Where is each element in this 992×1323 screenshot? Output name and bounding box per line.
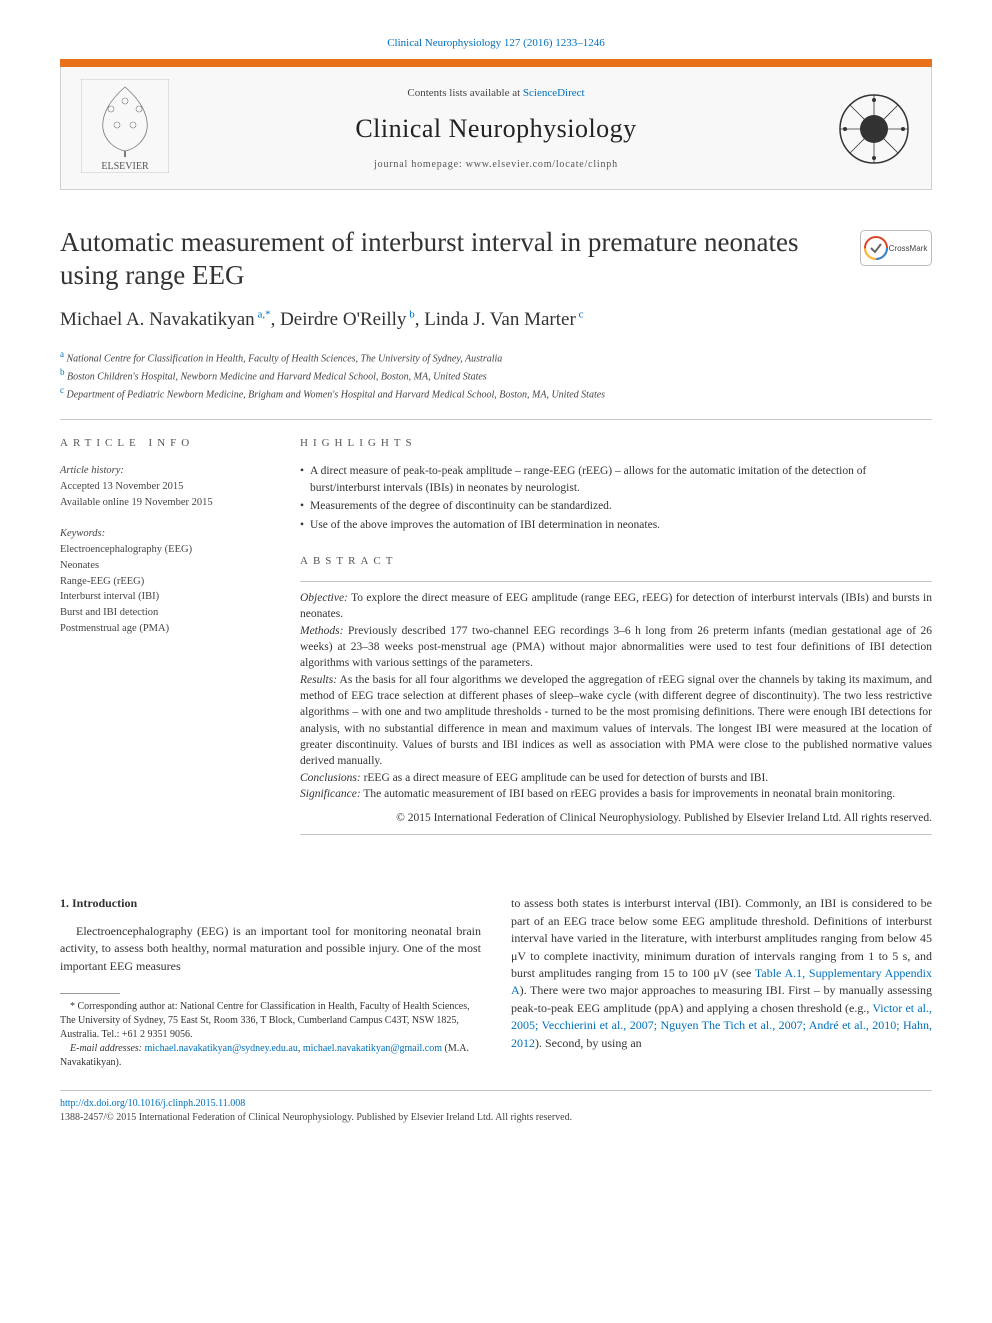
- affiliation-b: b Boston Children's Hospital, Newborn Me…: [60, 366, 932, 384]
- highlights-list: A direct measure of peak-to-peak amplitu…: [300, 463, 932, 534]
- abstract-results: Results: As the basis for all four algor…: [300, 672, 932, 770]
- abstract-heading: ABSTRACT: [300, 554, 932, 569]
- abstract-significance: Significance: The automatic measurement …: [300, 786, 932, 802]
- abstract-conclusions: Conclusions: rEEG as a direct measure of…: [300, 770, 932, 786]
- sciencedirect-link[interactable]: ScienceDirect: [523, 87, 585, 99]
- homepage-url: www.elsevier.com/locate/clinph: [466, 159, 618, 170]
- corr-marker: *: [70, 1001, 75, 1012]
- journal-reference: Clinical Neurophysiology 127 (2016) 1233…: [60, 36, 932, 51]
- keywords-label: Keywords:: [60, 526, 260, 542]
- intro-p1-cont: to assess both states is interburst inte…: [511, 895, 932, 1052]
- divider-top: [60, 419, 932, 420]
- body-col-right: to assess both states is interburst inte…: [511, 895, 932, 1070]
- info-abstract-row: ARTICLE INFO Article history: Accepted 1…: [60, 436, 932, 836]
- abstract-objective: Objective: To explore the direct measure…: [300, 590, 932, 623]
- corresponding-author-note: * Corresponding author at: National Cent…: [60, 1000, 481, 1042]
- crossmark-icon: CrossMark: [860, 230, 932, 266]
- abstract-copyright: © 2015 International Federation of Clini…: [300, 810, 932, 826]
- abstract-top-rule: [300, 581, 932, 582]
- email-line: E-mail addresses: michael.navakatikyan@s…: [60, 1042, 481, 1070]
- affiliation-c: c Department of Pediatric Newborn Medici…: [60, 384, 932, 402]
- article-info-col: ARTICLE INFO Article history: Accepted 1…: [60, 436, 260, 836]
- affiliations: a National Centre for Classification in …: [60, 348, 932, 403]
- elsevier-tree-icon: ELSEVIER: [81, 79, 169, 173]
- journal-title: Clinical Neurophysiology: [181, 111, 811, 147]
- article-title: Automatic measurement of interburst inte…: [60, 226, 844, 294]
- sciencedirect-header: ELSEVIER Contents lists available at Sci…: [60, 67, 932, 189]
- journal-homepage-line: journal homepage: www.elsevier.com/locat…: [181, 158, 811, 172]
- keyword-5: Postmenstrual age (PMA): [60, 621, 260, 637]
- affiliation-a: a National Centre for Classification in …: [60, 348, 932, 366]
- ifcn-logo-wrap: [811, 92, 911, 166]
- journal-ref-link[interactable]: Clinical Neurophysiology 127 (2016) 1233…: [387, 37, 605, 49]
- contents-available-line: Contents lists available at ScienceDirec…: [181, 86, 811, 101]
- keyword-1: Neonates: [60, 558, 260, 574]
- highlight-0: A direct measure of peak-to-peak amplitu…: [300, 463, 932, 496]
- page-footer: http://dx.doi.org/10.1016/j.clinph.2015.…: [60, 1097, 932, 1125]
- svg-text:CrossMark: CrossMark: [889, 244, 929, 253]
- email-1-link[interactable]: michael.navakatikyan@sydney.edu.au: [145, 1043, 298, 1054]
- accepted-date: Accepted 13 November 2015: [60, 479, 260, 495]
- abstract-body: Objective: To explore the direct measure…: [300, 590, 932, 802]
- body-columns: 1. Introduction Electroencephalography (…: [60, 895, 932, 1070]
- article-header: Automatic measurement of interburst inte…: [60, 226, 932, 403]
- footnotes: * Corresponding author at: National Cent…: [60, 1000, 481, 1070]
- history-label: Article history:: [60, 463, 260, 479]
- keyword-3: Interburst interval (IBI): [60, 589, 260, 605]
- abstract-methods: Methods: Previously described 177 two-ch…: [300, 623, 932, 672]
- highlights-heading: HIGHLIGHTS: [300, 436, 932, 451]
- crossmark-badge[interactable]: CrossMark: [860, 230, 932, 271]
- authors-line: Michael A. Navakatikyan a,*, Deirdre O'R…: [60, 307, 932, 334]
- header-center: Contents lists available at ScienceDirec…: [181, 86, 811, 172]
- keyword-2: Range-EEG (rEEG): [60, 574, 260, 590]
- abstract-block: ABSTRACT Objective: To explore the direc…: [300, 554, 932, 836]
- highlight-1: Measurements of the degree of discontinu…: [300, 498, 932, 515]
- footer-rule: [60, 1090, 932, 1091]
- article-info-heading: ARTICLE INFO: [60, 436, 260, 451]
- email-2-link[interactable]: michael.navakatikyan@gmail.com: [303, 1043, 442, 1054]
- doi-link[interactable]: http://dx.doi.org/10.1016/j.clinph.2015.…: [60, 1098, 245, 1109]
- online-date: Available online 19 November 2015: [60, 495, 260, 511]
- abstract-bottom-rule: [300, 834, 932, 835]
- introduction-heading: 1. Introduction: [60, 895, 481, 912]
- keyword-4: Burst and IBI detection: [60, 605, 260, 621]
- contents-prefix: Contents lists available at: [407, 87, 522, 99]
- page: Clinical Neurophysiology 127 (2016) 1233…: [0, 0, 992, 1145]
- keyword-0: Electroencephalography (EEG): [60, 542, 260, 558]
- article-history: Article history: Accepted 13 November 20…: [60, 463, 260, 510]
- svg-text:ELSEVIER: ELSEVIER: [101, 161, 149, 172]
- email-label: E-mail addresses:: [70, 1043, 142, 1054]
- highlights-abstract-col: HIGHLIGHTS A direct measure of peak-to-p…: [300, 436, 932, 836]
- issn-copyright: 1388-2457/© 2015 International Federatio…: [60, 1112, 572, 1123]
- header-orange-rule: [60, 59, 932, 67]
- body-col-left: 1. Introduction Electroencephalography (…: [60, 895, 481, 1070]
- ifcn-logo-icon: [837, 92, 911, 166]
- intro-p1: Electroencephalography (EEG) is an impor…: [60, 923, 481, 975]
- homepage-prefix: journal homepage:: [374, 159, 466, 170]
- keywords-block: Keywords: Electroencephalography (EEG) N…: [60, 526, 260, 636]
- footnote-separator: [60, 993, 120, 994]
- highlight-2: Use of the above improves the automation…: [300, 517, 932, 534]
- elsevier-logo-wrap: ELSEVIER: [81, 79, 181, 178]
